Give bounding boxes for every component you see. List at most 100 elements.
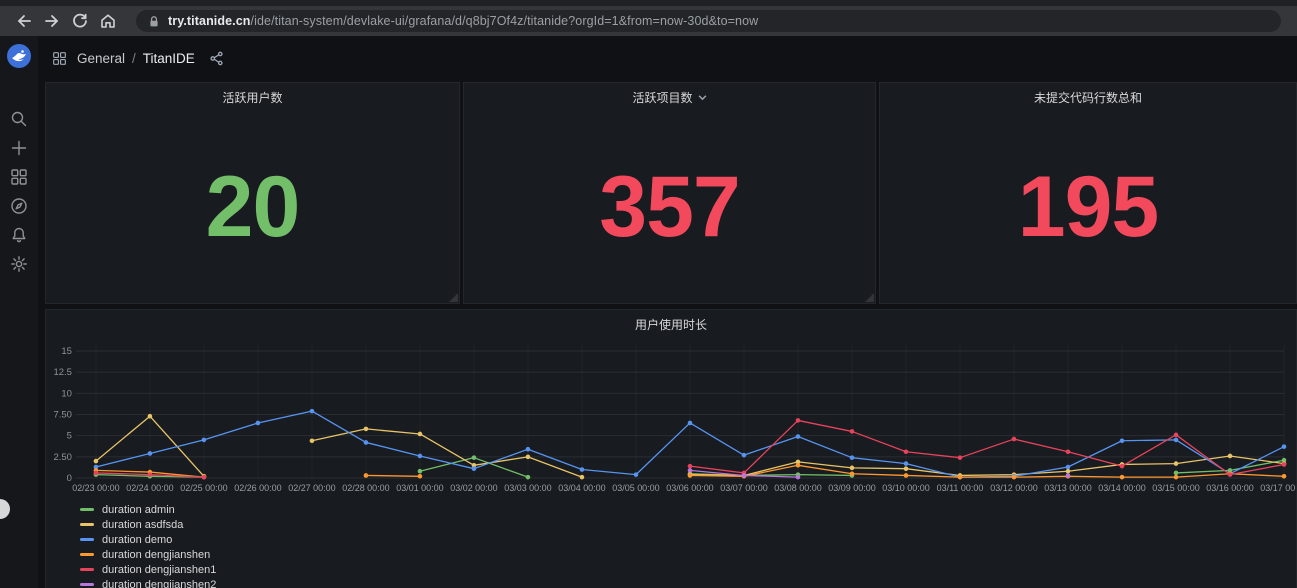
data-point[interactable] (147, 413, 153, 419)
data-point[interactable] (795, 434, 801, 439)
share-icon[interactable] (209, 51, 224, 66)
data-point[interactable] (903, 473, 909, 478)
data-point[interactable] (795, 463, 801, 468)
data-point[interactable] (471, 455, 477, 460)
home-icon[interactable] (94, 9, 122, 33)
data-point[interactable] (1173, 470, 1179, 476)
data-point[interactable] (471, 466, 477, 471)
data-point[interactable] (1227, 472, 1233, 477)
dashboards-icon[interactable] (10, 168, 28, 186)
search-icon[interactable] (10, 110, 28, 128)
data-point[interactable] (309, 438, 315, 444)
reload-icon[interactable] (66, 9, 94, 33)
explore-compass-icon[interactable] (10, 197, 28, 215)
data-point[interactable] (579, 467, 585, 472)
data-point[interactable] (849, 471, 855, 477)
data-point[interactable] (1173, 437, 1179, 443)
panel-resize-handle[interactable] (449, 293, 458, 302)
settings-gear-icon[interactable] (10, 255, 28, 273)
data-point[interactable] (903, 466, 909, 471)
lock-icon[interactable] (148, 15, 160, 28)
data-point[interactable] (795, 459, 801, 465)
panel-resize-handle[interactable] (865, 293, 874, 302)
data-point[interactable] (417, 468, 423, 474)
legend-item[interactable]: duration dengjianshen (80, 547, 1296, 562)
data-point[interactable] (687, 468, 693, 473)
breadcrumb-dashboard[interactable]: TitanIDE (142, 50, 195, 66)
data-point[interactable] (1119, 474, 1125, 480)
data-point[interactable] (849, 465, 855, 471)
back-icon[interactable] (10, 9, 38, 33)
data-point[interactable] (849, 429, 855, 434)
data-point[interactable] (1119, 463, 1125, 469)
data-point[interactable] (1065, 464, 1071, 470)
data-point[interactable] (93, 464, 99, 470)
legend-item[interactable]: duration dengjianshen1 (80, 562, 1296, 577)
panel-title[interactable]: 活跃项目数 (464, 83, 875, 111)
data-point[interactable] (687, 420, 693, 426)
app-logo[interactable] (7, 44, 31, 68)
edge-floating-handle[interactable] (0, 499, 10, 519)
data-point[interactable] (1065, 449, 1071, 455)
data-point[interactable] (957, 474, 963, 480)
data-point[interactable] (1281, 457, 1287, 463)
data-point[interactable] (1173, 432, 1179, 438)
data-point[interactable] (363, 426, 369, 432)
legend-item[interactable]: duration dengjianshen2 (80, 577, 1296, 588)
data-point[interactable] (417, 431, 423, 437)
data-point[interactable] (903, 461, 909, 466)
data-point[interactable] (579, 474, 585, 480)
data-point[interactable] (1281, 462, 1287, 467)
data-point[interactable] (1281, 444, 1287, 449)
data-point[interactable] (1281, 474, 1287, 479)
panel-title[interactable]: 未提交代码行数总和 (880, 83, 1296, 111)
data-point[interactable] (1119, 438, 1125, 444)
data-point[interactable] (1065, 473, 1071, 478)
data-point[interactable] (849, 455, 855, 460)
data-point[interactable] (1065, 468, 1071, 474)
legend-item[interactable]: duration demo (80, 532, 1296, 547)
data-point[interactable] (525, 446, 531, 452)
data-point[interactable] (525, 454, 531, 460)
url-bar[interactable]: try.titanide.cn/ide/titan-system/devlake… (136, 10, 1281, 32)
data-point[interactable] (417, 453, 423, 459)
data-point[interactable] (363, 473, 369, 478)
data-point[interactable] (741, 473, 747, 478)
data-point[interactable] (417, 474, 423, 479)
data-point[interactable] (93, 458, 99, 464)
data-point[interactable] (147, 472, 153, 477)
data-point[interactable] (255, 420, 261, 426)
alerting-bell-icon[interactable] (10, 226, 28, 244)
data-point[interactable] (795, 418, 801, 423)
data-point[interactable] (687, 473, 693, 478)
data-point[interactable] (957, 455, 963, 460)
data-point[interactable] (1011, 474, 1017, 480)
data-point[interactable] (633, 472, 639, 477)
x-axis-tick-label: 02/24 00:00 (126, 483, 173, 493)
browser-toolbar: try.titanide.cn/ide/titan-system/devlake… (0, 6, 1297, 36)
panel-title[interactable]: 活跃用户数 (46, 83, 459, 111)
data-point[interactable] (1173, 461, 1179, 466)
legend-item[interactable]: duration asdfsda (80, 517, 1296, 532)
panel-title[interactable]: 用户使用时长 (46, 310, 1296, 338)
data-point[interactable] (147, 451, 153, 456)
data-point[interactable] (1227, 453, 1233, 459)
data-point[interactable] (1173, 474, 1179, 480)
data-point[interactable] (1227, 468, 1233, 473)
plus-icon[interactable] (10, 139, 28, 157)
data-point[interactable] (201, 437, 207, 443)
forward-icon[interactable] (38, 9, 66, 33)
data-point[interactable] (525, 474, 531, 480)
data-point[interactable] (741, 452, 747, 458)
legend-item[interactable]: duration admin (80, 502, 1296, 517)
data-point[interactable] (363, 440, 369, 445)
data-point[interactable] (93, 470, 99, 476)
data-point[interactable] (1011, 436, 1017, 442)
data-point[interactable] (903, 449, 909, 455)
data-point[interactable] (309, 408, 315, 414)
breadcrumb-folder[interactable]: General (77, 50, 126, 66)
data-point[interactable] (687, 463, 693, 469)
data-point[interactable] (471, 463, 477, 468)
data-point[interactable] (201, 474, 207, 480)
data-point[interactable] (795, 474, 801, 480)
